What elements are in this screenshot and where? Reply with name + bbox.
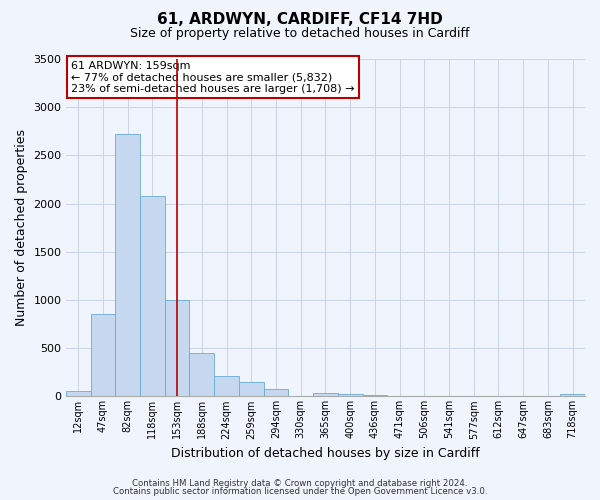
Y-axis label: Number of detached properties: Number of detached properties xyxy=(15,129,28,326)
Bar xyxy=(263,389,289,396)
Text: Contains HM Land Registry data © Crown copyright and database right 2024.: Contains HM Land Registry data © Crown c… xyxy=(132,478,468,488)
Bar xyxy=(190,353,214,397)
Bar xyxy=(560,394,585,396)
X-axis label: Distribution of detached houses by size in Cardiff: Distribution of detached houses by size … xyxy=(171,447,480,460)
Bar xyxy=(66,391,91,396)
Text: 61, ARDWYN, CARDIFF, CF14 7HD: 61, ARDWYN, CARDIFF, CF14 7HD xyxy=(157,12,443,28)
Text: Size of property relative to detached houses in Cardiff: Size of property relative to detached ho… xyxy=(130,28,470,40)
Bar xyxy=(165,300,190,396)
Bar xyxy=(338,394,362,396)
Bar xyxy=(313,393,338,396)
Bar xyxy=(115,134,140,396)
Bar xyxy=(140,196,165,396)
Bar xyxy=(239,382,263,396)
Text: 61 ARDWYN: 159sqm
← 77% of detached houses are smaller (5,832)
23% of semi-detac: 61 ARDWYN: 159sqm ← 77% of detached hous… xyxy=(71,60,355,94)
Bar xyxy=(214,376,239,396)
Bar xyxy=(91,314,115,396)
Text: Contains public sector information licensed under the Open Government Licence v3: Contains public sector information licen… xyxy=(113,487,487,496)
